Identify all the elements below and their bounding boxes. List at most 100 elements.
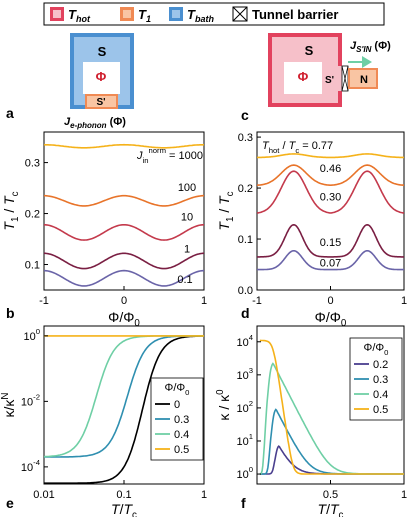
chart-b-xtick-label: 1 [201, 295, 207, 307]
chart-b-series-1 [44, 252, 204, 270]
chart-e-series-0 [44, 335, 204, 484]
chart-b: Jinnorm = 1000 100 10 1 0.1 -1 0 1 0.1 0.2 0.3 Φ/Φ0… [1, 131, 207, 329]
chart-e-ytick-label: 10-4 [21, 458, 41, 474]
chart-f-ytick-label: 101 [236, 432, 253, 448]
chart-d-xtick-label: 1 [401, 295, 407, 307]
chart-d-label-0.30: 0.30 [320, 191, 341, 203]
legend-item-tunnel-barrier: Tunnel barrier [232, 6, 338, 22]
chart-e: 0.01 0.1 1 10-4 10-2 100 Φ/Φ0 0 0.3 0.4 0.5 T/Tc κ/κ… [0, 325, 207, 517]
chart-d-label-0.15: 0.15 [320, 237, 341, 249]
chart-f-series-0.2 [259, 445, 404, 475]
chart-d-ytick-label: 0.0 [238, 285, 253, 297]
chart-d-ytick-label: 0.3 [238, 132, 253, 144]
chart-b-series-0.1 [43, 269, 205, 287]
legend-item-tbath: Tbath [169, 7, 214, 24]
svg-text:N: N [360, 74, 368, 86]
svg-text:T1: T1 [138, 7, 151, 24]
panel-label-f: f [241, 495, 246, 511]
chart-f-legend-label-0.3: 0.3 [373, 374, 388, 386]
svg-text:Tbath: Tbath [187, 7, 214, 24]
chart-f-legend: Φ/Φ0 0.2 0.3 0.4 0.5 [349, 337, 403, 421]
chart-e-xtick-label: 0.01 [33, 489, 54, 501]
chart-e-ytick-label: 100 [23, 327, 40, 343]
panel-label-c: c [241, 107, 249, 123]
chart-b-ytick-label: 0.3 [25, 158, 40, 170]
svg-text:S: S [305, 43, 314, 58]
chart-d-ytick-label: 0.1 [238, 234, 253, 246]
svg-text:Φ: Φ [298, 69, 309, 84]
chart-f-xtick-label: 0.5 [323, 489, 338, 501]
chart-d-label-0.77: Thot / Tc = 0.77 [262, 140, 333, 155]
panel-label-a: a [6, 105, 14, 121]
chart-e-legend: Φ/Φ0 0 0.3 0.4 0.5 [150, 377, 204, 461]
chart-b-xtick-label: 0 [121, 295, 127, 307]
chart-f-xlabel: T/Tc [318, 501, 344, 517]
chart-d-ytick-label: 0.2 [238, 183, 253, 195]
top-legend: Thot T1 Tbath Tunnel barrier [43, 2, 385, 26]
chart-f: 0.5 1100101102103104Φ/Φ00.20.30.40.5T/Tcκ… [215, 325, 407, 517]
chart-d-label-0.46: 0.46 [320, 163, 341, 175]
chart-f-series-0.5 [259, 339, 404, 475]
chart-b-series-10 [44, 224, 204, 241]
chart-b-series-100 [44, 194, 204, 207]
svg-text:Φ: Φ [96, 69, 107, 84]
chart-b-ylabel: T1 / Tc [1, 191, 21, 230]
svg-text:S: S [98, 44, 107, 59]
chart-e-legend-title: Φ/Φ0 [165, 382, 190, 397]
chart-f-ytick-label: 102 [236, 399, 253, 415]
chart-e-ytick-label: 10-2 [21, 392, 40, 408]
panel-a-schematic: S Φ S' Je-phonon (Φ) a [6, 33, 134, 130]
chart-b-label-0.1: 0.1 [177, 274, 192, 286]
chart-f-ylabel: κ / κ0 [215, 389, 232, 421]
chart-e-legend-label-0: 0 [174, 399, 180, 411]
legend-item-thot: Thot [50, 7, 91, 24]
chart-f-legend-label-0.2: 0.2 [373, 359, 388, 371]
chart-b-label-1: 1 [184, 243, 190, 255]
chart-b-ytick-label: 0.2 [25, 209, 40, 221]
chart-d-series-0.46 [257, 164, 404, 186]
chart-b-label-1000: Jinnorm = 1000 [136, 146, 203, 165]
chart-b-label-100: 100 [178, 182, 196, 194]
chart-b-xtick-label: -1 [39, 295, 49, 307]
svg-text:Thot: Thot [68, 7, 91, 24]
chart-e-xtick-label: 0.1 [116, 489, 131, 501]
chart-f-xtick-label: 1 [401, 489, 407, 501]
chart-e-xlabel: T/Tc [111, 501, 137, 517]
chart-d-series-0.77 [257, 153, 404, 159]
chart-f-legend-label-0.4: 0.4 [373, 389, 388, 401]
chart-d: Thot / Tc = 0.77 0.46 0.30 0.15 0.07 -1 0 1 0.0 0… [216, 131, 407, 329]
chart-f-ytick-label: 100 [236, 465, 253, 481]
chart-d-xtick-label: 0 [327, 295, 333, 307]
legend-item-t1: T1 [120, 7, 151, 24]
chart-d-series-0.07 [257, 250, 404, 271]
chart-f-ytick-label: 103 [236, 366, 253, 382]
panel-label-e: e [6, 495, 14, 511]
svg-text:S': S' [96, 97, 105, 108]
chart-e-xtick-label: 1 [201, 489, 207, 501]
chart-e-legend-label-0.3: 0.3 [174, 414, 189, 426]
chart-e-legend-label-0.5: 0.5 [174, 444, 189, 456]
panel-label-b: b [6, 305, 15, 321]
chart-f-ytick-label: 104 [236, 333, 253, 349]
chart-d-series-0.15 [257, 223, 404, 258]
chart-e-legend-label-0.4: 0.4 [174, 429, 189, 441]
svg-text:Tunnel barrier: Tunnel barrier [252, 7, 338, 22]
chart-d-ylabel: T1 / Tc [216, 191, 236, 230]
chart-b-series-1000 [43, 143, 205, 149]
chart-b-xlabel: Φ/Φ0 [108, 309, 140, 329]
chart-f-legend-label-0.5: 0.5 [373, 404, 388, 416]
chart-b-label-10: 10 [181, 212, 193, 224]
chart-d-label-0.07: 0.07 [320, 258, 341, 270]
panel-label-d: d [241, 305, 250, 321]
chart-f-legend-title: Φ/Φ0 [364, 342, 389, 357]
panel-c-schematic: S Φ S' N JS'IN (Φ) c [241, 33, 391, 123]
svg-text:Je-phonon (Φ): Je-phonon (Φ) [64, 116, 126, 130]
svg-text:JS'IN (Φ): JS'IN (Φ) [350, 40, 391, 54]
chart-b-ytick-label: 0.1 [25, 260, 40, 272]
svg-text:S': S' [325, 75, 334, 86]
chart-d-xlabel: Φ/Φ0 [315, 309, 347, 329]
chart-d-series-0.30 [256, 170, 405, 214]
chart-e-ylabel: κ/κN [0, 393, 17, 418]
chart-d-xtick-label: -1 [252, 295, 262, 307]
